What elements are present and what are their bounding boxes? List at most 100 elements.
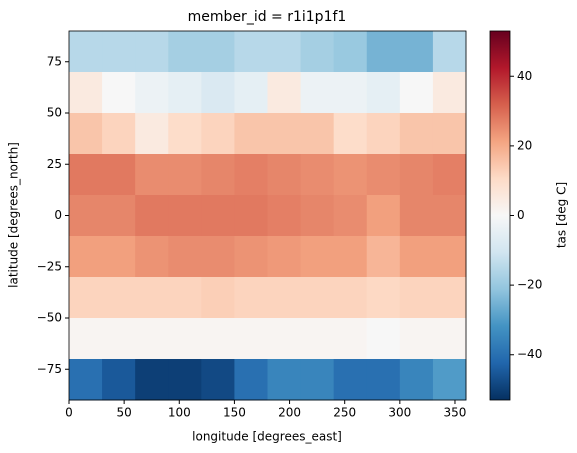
heatmap-cell bbox=[366, 72, 401, 114]
heatmap-cell bbox=[300, 31, 335, 73]
heatmap-cell bbox=[300, 236, 335, 278]
heatmap-cell bbox=[201, 236, 235, 278]
x-tick-label: 0 bbox=[65, 406, 73, 420]
heatmap-cell bbox=[399, 154, 434, 196]
heatmap-cell bbox=[333, 72, 368, 114]
heatmap-cell bbox=[201, 31, 235, 73]
colorbar-tick-label: 20 bbox=[517, 138, 532, 152]
heatmap-cell bbox=[69, 236, 103, 278]
heatmap-cell bbox=[234, 359, 268, 401]
heatmap-cell bbox=[168, 154, 202, 196]
heatmap-cell bbox=[135, 195, 169, 237]
heatmap-cell bbox=[399, 113, 434, 155]
heatmap-cell bbox=[135, 31, 169, 73]
heatmap-cell bbox=[102, 195, 136, 237]
heatmap-cell bbox=[333, 154, 368, 196]
heatmap-cell bbox=[135, 113, 169, 155]
heatmap-cell bbox=[300, 318, 335, 360]
heatmap-cell bbox=[234, 236, 268, 278]
heatmap-cell bbox=[267, 359, 302, 401]
heatmap-cell bbox=[366, 31, 401, 73]
heatmap-cell bbox=[135, 359, 169, 401]
heatmap-cell bbox=[366, 195, 401, 237]
heatmap-cell bbox=[300, 195, 335, 237]
heatmap-cell bbox=[333, 359, 368, 401]
x-tick-label: 300 bbox=[388, 406, 411, 420]
heatmap-cell bbox=[201, 72, 235, 114]
heatmap-cell bbox=[69, 359, 103, 401]
heatmap-cell bbox=[333, 236, 368, 278]
heatmap-cell bbox=[399, 72, 434, 114]
heatmap-cell bbox=[102, 359, 136, 401]
heatmap-cell bbox=[234, 318, 268, 360]
heatmap-cell bbox=[135, 318, 169, 360]
heatmap-cell bbox=[333, 31, 368, 73]
heatmap-cell bbox=[69, 195, 103, 237]
heatmap-cell bbox=[234, 31, 268, 73]
heatmap-cell bbox=[102, 154, 136, 196]
heatmap-cell bbox=[267, 195, 302, 237]
y-tick-label: 50 bbox=[47, 106, 62, 120]
heatmap-cell bbox=[168, 72, 202, 114]
x-tick-label: 100 bbox=[168, 406, 191, 420]
heatmap-cell bbox=[432, 195, 467, 237]
colorbar-label: tas [deg C] bbox=[555, 182, 569, 248]
y-tick-label: −75 bbox=[37, 362, 62, 376]
heatmap-cell bbox=[69, 318, 103, 360]
heatmap-cell bbox=[366, 154, 401, 196]
heatmap-cell bbox=[102, 113, 136, 155]
heatmap-cell bbox=[102, 277, 136, 319]
heatmap-cell bbox=[69, 113, 103, 155]
heatmap-cell bbox=[366, 236, 401, 278]
heatmap-cell bbox=[366, 277, 401, 319]
heatmap-cell bbox=[432, 154, 467, 196]
heatmap-cell bbox=[333, 113, 368, 155]
heatmap-cell bbox=[267, 31, 302, 73]
heatmap-cell bbox=[234, 154, 268, 196]
heatmap-cell bbox=[168, 113, 202, 155]
heatmap-cell bbox=[399, 31, 434, 73]
y-tick-label: −25 bbox=[37, 259, 62, 273]
heatmap-cell bbox=[399, 195, 434, 237]
heatmap-cell bbox=[102, 236, 136, 278]
y-tick-label: 75 bbox=[47, 54, 62, 68]
heatmap-cell bbox=[168, 359, 202, 401]
heatmap-cell bbox=[300, 113, 335, 155]
heatmap-cell bbox=[432, 31, 467, 73]
heatmap-cell bbox=[333, 318, 368, 360]
y-tick-label: 0 bbox=[54, 208, 62, 222]
heatmap-cell bbox=[267, 236, 302, 278]
heatmap-cell bbox=[432, 277, 467, 319]
heatmap-cell bbox=[432, 318, 467, 360]
heatmap-cell bbox=[168, 318, 202, 360]
heatmap-cell bbox=[201, 195, 235, 237]
heatmap-cells bbox=[69, 31, 467, 401]
heatmap-cell bbox=[267, 113, 302, 155]
y-tick-label: 25 bbox=[47, 157, 62, 171]
heatmap-cell bbox=[432, 359, 467, 401]
heatmap-cell bbox=[69, 277, 103, 319]
heatmap-cell bbox=[69, 154, 103, 196]
heatmap-cell bbox=[201, 113, 235, 155]
x-tick-label: 250 bbox=[333, 406, 356, 420]
heatmap-cell bbox=[102, 31, 136, 73]
heatmap-cell bbox=[366, 113, 401, 155]
heatmap-cell bbox=[135, 154, 169, 196]
heatmap-cell bbox=[267, 72, 302, 114]
heatmap-cell bbox=[69, 31, 103, 73]
heatmap-cell bbox=[300, 277, 335, 319]
x-tick-label: 50 bbox=[116, 406, 131, 420]
heatmap-cell bbox=[399, 236, 434, 278]
heatmap-cell bbox=[234, 195, 268, 237]
colorbar bbox=[489, 30, 511, 401]
heatmap-cell bbox=[135, 277, 169, 319]
heatmap-cell bbox=[135, 236, 169, 278]
heatmap-cell bbox=[201, 277, 235, 319]
heatmap-cell bbox=[267, 318, 302, 360]
heatmap-cell bbox=[168, 195, 202, 237]
heatmap-cell bbox=[333, 277, 368, 319]
heatmap-cell bbox=[168, 277, 202, 319]
heatmap-cell bbox=[234, 277, 268, 319]
heatmap-cell bbox=[201, 318, 235, 360]
heatmap-cell bbox=[267, 154, 302, 196]
